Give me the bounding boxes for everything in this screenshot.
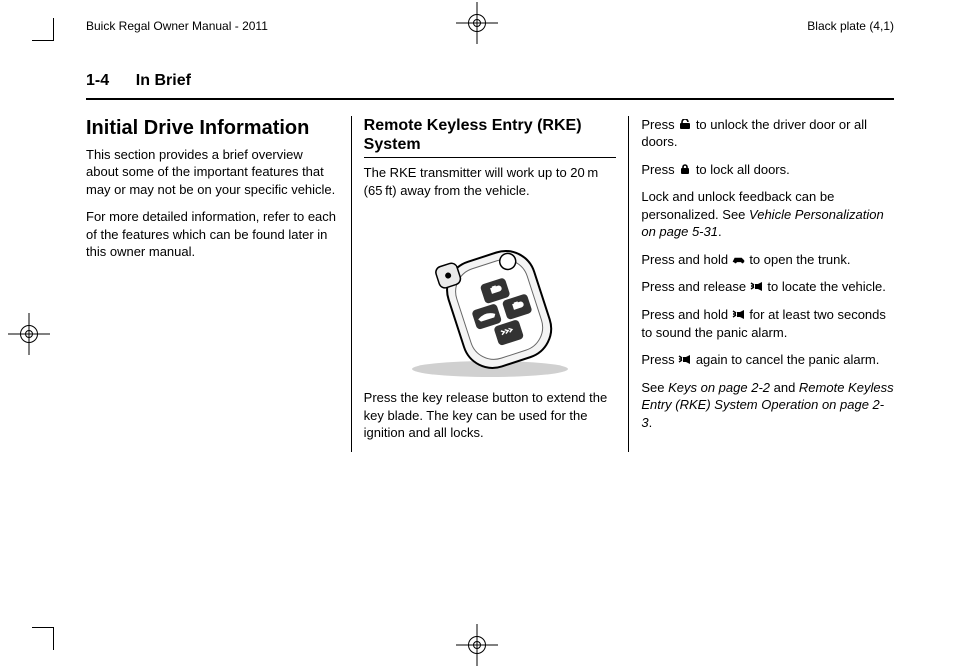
body-text: Press and hold for at least two seconds … <box>641 306 894 341</box>
body-text: Press again to cancel the panic alarm. <box>641 351 894 369</box>
lock-icon <box>678 164 692 175</box>
text: Press <box>641 162 678 177</box>
trunk-icon <box>732 254 746 265</box>
text: Press <box>641 352 678 367</box>
body-text: See Keys on page 2-2 and Remote Keyless … <box>641 379 894 432</box>
page-content: 1-4 In Brief Initial Drive Information T… <box>86 70 894 638</box>
body-text: For more detailed information, refer to … <box>86 208 339 261</box>
page-number: 1-4 <box>86 72 109 89</box>
text: . <box>718 224 722 239</box>
crop-mark <box>53 628 54 650</box>
text: to open the trunk. <box>749 252 850 267</box>
text: . <box>649 415 653 430</box>
column-2: Remote Keyless Entry (RKE) System The RK… <box>351 116 629 452</box>
body-text: Press and release to locate the vehicle. <box>641 278 894 296</box>
text: Press and release <box>641 279 749 294</box>
registration-mark <box>8 313 50 355</box>
crop-mark <box>53 18 54 40</box>
section-name: In Brief <box>136 72 191 89</box>
unlock-icon <box>678 119 692 130</box>
text: again to cancel the panic alarm. <box>696 352 880 367</box>
column-1: Initial Drive Information This section p… <box>86 116 351 452</box>
cross-reference: Keys on page 2-2 <box>668 380 770 395</box>
text: Press and hold <box>641 307 731 322</box>
body-text: Press the key release button to extend t… <box>364 389 617 442</box>
text: to lock all doors. <box>696 162 790 177</box>
key-fob-illustration <box>390 209 590 379</box>
text: Press and hold <box>641 252 731 267</box>
crop-mark <box>32 40 54 41</box>
column-3: Press to unlock the driver door or all d… <box>628 116 894 452</box>
horn-icon <box>678 354 692 365</box>
horn-icon <box>732 309 746 320</box>
body-text: Press to lock all doors. <box>641 161 894 179</box>
horn-icon <box>750 281 764 292</box>
body-text: Press and hold to open the trunk. <box>641 251 894 269</box>
header-left: Buick Regal Owner Manual - 2011 <box>86 18 268 34</box>
text: Press <box>641 117 678 132</box>
text: and <box>770 380 799 395</box>
heading-initial-drive: Initial Drive Information <box>86 116 339 140</box>
body-text: Lock and unlock feedback can be personal… <box>641 188 894 241</box>
crop-mark <box>32 627 54 628</box>
text: to locate the vehicle. <box>767 279 886 294</box>
header-right: Black plate (4,1) <box>807 18 894 34</box>
body-text: This section provides a brief overview a… <box>86 146 339 199</box>
body-text: Press to unlock the driver door or all d… <box>641 116 894 151</box>
body-text: The RKE transmitter will work up to 20 m… <box>364 164 617 199</box>
text: See <box>641 380 668 395</box>
running-head: 1-4 In Brief <box>86 70 894 100</box>
heading-rke: Remote Keyless Entry (RKE) System <box>364 116 617 158</box>
